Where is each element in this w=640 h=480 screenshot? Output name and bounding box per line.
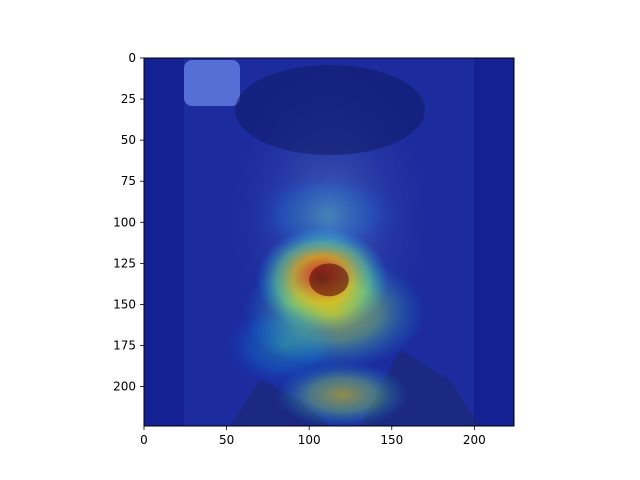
- y-tick-label: 100: [113, 215, 136, 229]
- heatmap-light-patch: [184, 60, 240, 106]
- x-tick-label: 200: [463, 433, 486, 447]
- x-axis: 0 50 100 150 200: [140, 426, 486, 447]
- y-tick-label: 75: [121, 174, 136, 188]
- x-tick-label: 100: [298, 433, 321, 447]
- hotspot-3: [226, 304, 343, 387]
- y-tick-label: 200: [113, 380, 136, 394]
- hotspot-layer: [226, 173, 425, 426]
- y-tick-label: 50: [121, 133, 136, 147]
- plot-area: [144, 58, 514, 426]
- x-tick-label: 150: [380, 433, 403, 447]
- hotspot-core: [309, 263, 349, 297]
- heatmap-edge-left: [144, 58, 184, 426]
- y-axis: 0 25 50 75 100 125 150 175 200: [113, 51, 144, 394]
- y-tick-label: 0: [128, 51, 136, 65]
- hotspot-4: [251, 173, 401, 256]
- y-tick-label: 175: [113, 339, 136, 353]
- x-tick-label: 50: [219, 433, 234, 447]
- heatmap-edge-right: [474, 58, 514, 426]
- x-tick-label: 0: [140, 433, 148, 447]
- hair-region: [235, 65, 425, 155]
- plot-frame: [143, 57, 515, 427]
- y-tick-label: 125: [113, 256, 136, 270]
- y-tick-label: 150: [113, 297, 136, 311]
- y-tick-label: 25: [121, 92, 136, 106]
